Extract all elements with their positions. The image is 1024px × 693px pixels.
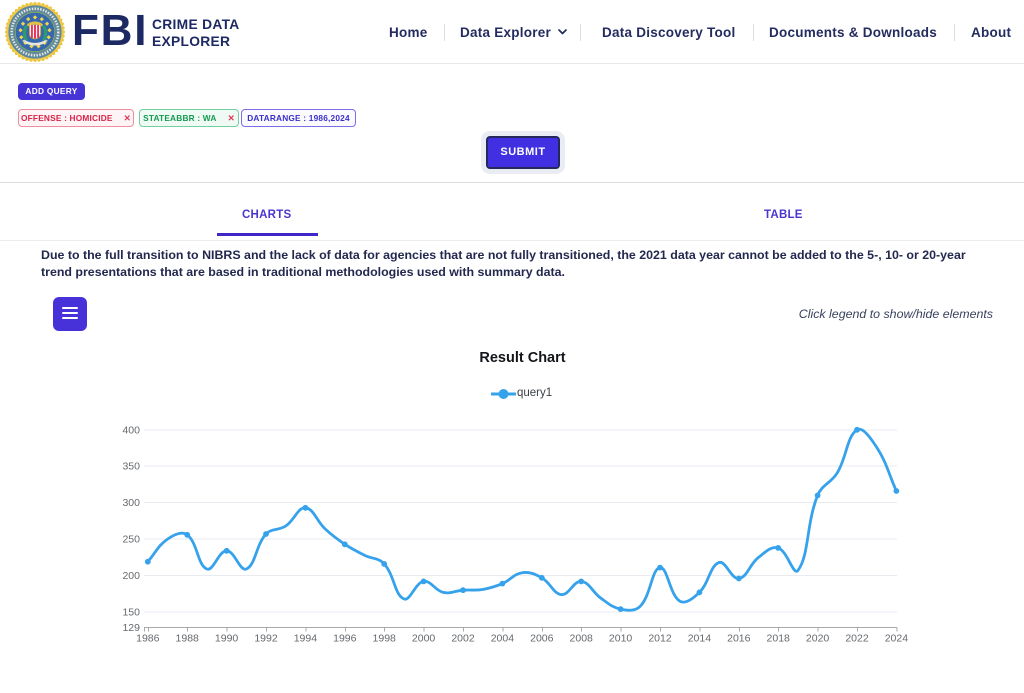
svg-text:129: 129 [122,622,140,634]
svg-text:1990: 1990 [215,633,239,645]
svg-text:400: 400 [122,424,140,436]
svg-text:2012: 2012 [648,633,672,645]
svg-text:2024: 2024 [885,633,909,645]
svg-text:2000: 2000 [412,633,436,645]
svg-text:2008: 2008 [570,633,594,645]
svg-text:150: 150 [122,607,140,619]
svg-text:2010: 2010 [609,633,633,645]
svg-text:1998: 1998 [373,633,397,645]
svg-text:2018: 2018 [767,633,791,645]
svg-text:300: 300 [122,497,140,509]
svg-text:350: 350 [122,461,140,473]
svg-text:2006: 2006 [530,633,554,645]
svg-text:250: 250 [122,534,140,546]
svg-text:1996: 1996 [333,633,357,645]
svg-text:2016: 2016 [727,633,751,645]
svg-text:2002: 2002 [451,633,475,645]
svg-text:2004: 2004 [491,633,515,645]
svg-text:200: 200 [122,570,140,582]
svg-text:2022: 2022 [845,633,869,645]
svg-text:2020: 2020 [806,633,830,645]
svg-text:1988: 1988 [176,633,200,645]
svg-text:2014: 2014 [688,633,712,645]
svg-text:1986: 1986 [136,633,160,645]
svg-text:1994: 1994 [294,633,318,645]
svg-text:1992: 1992 [254,633,278,645]
